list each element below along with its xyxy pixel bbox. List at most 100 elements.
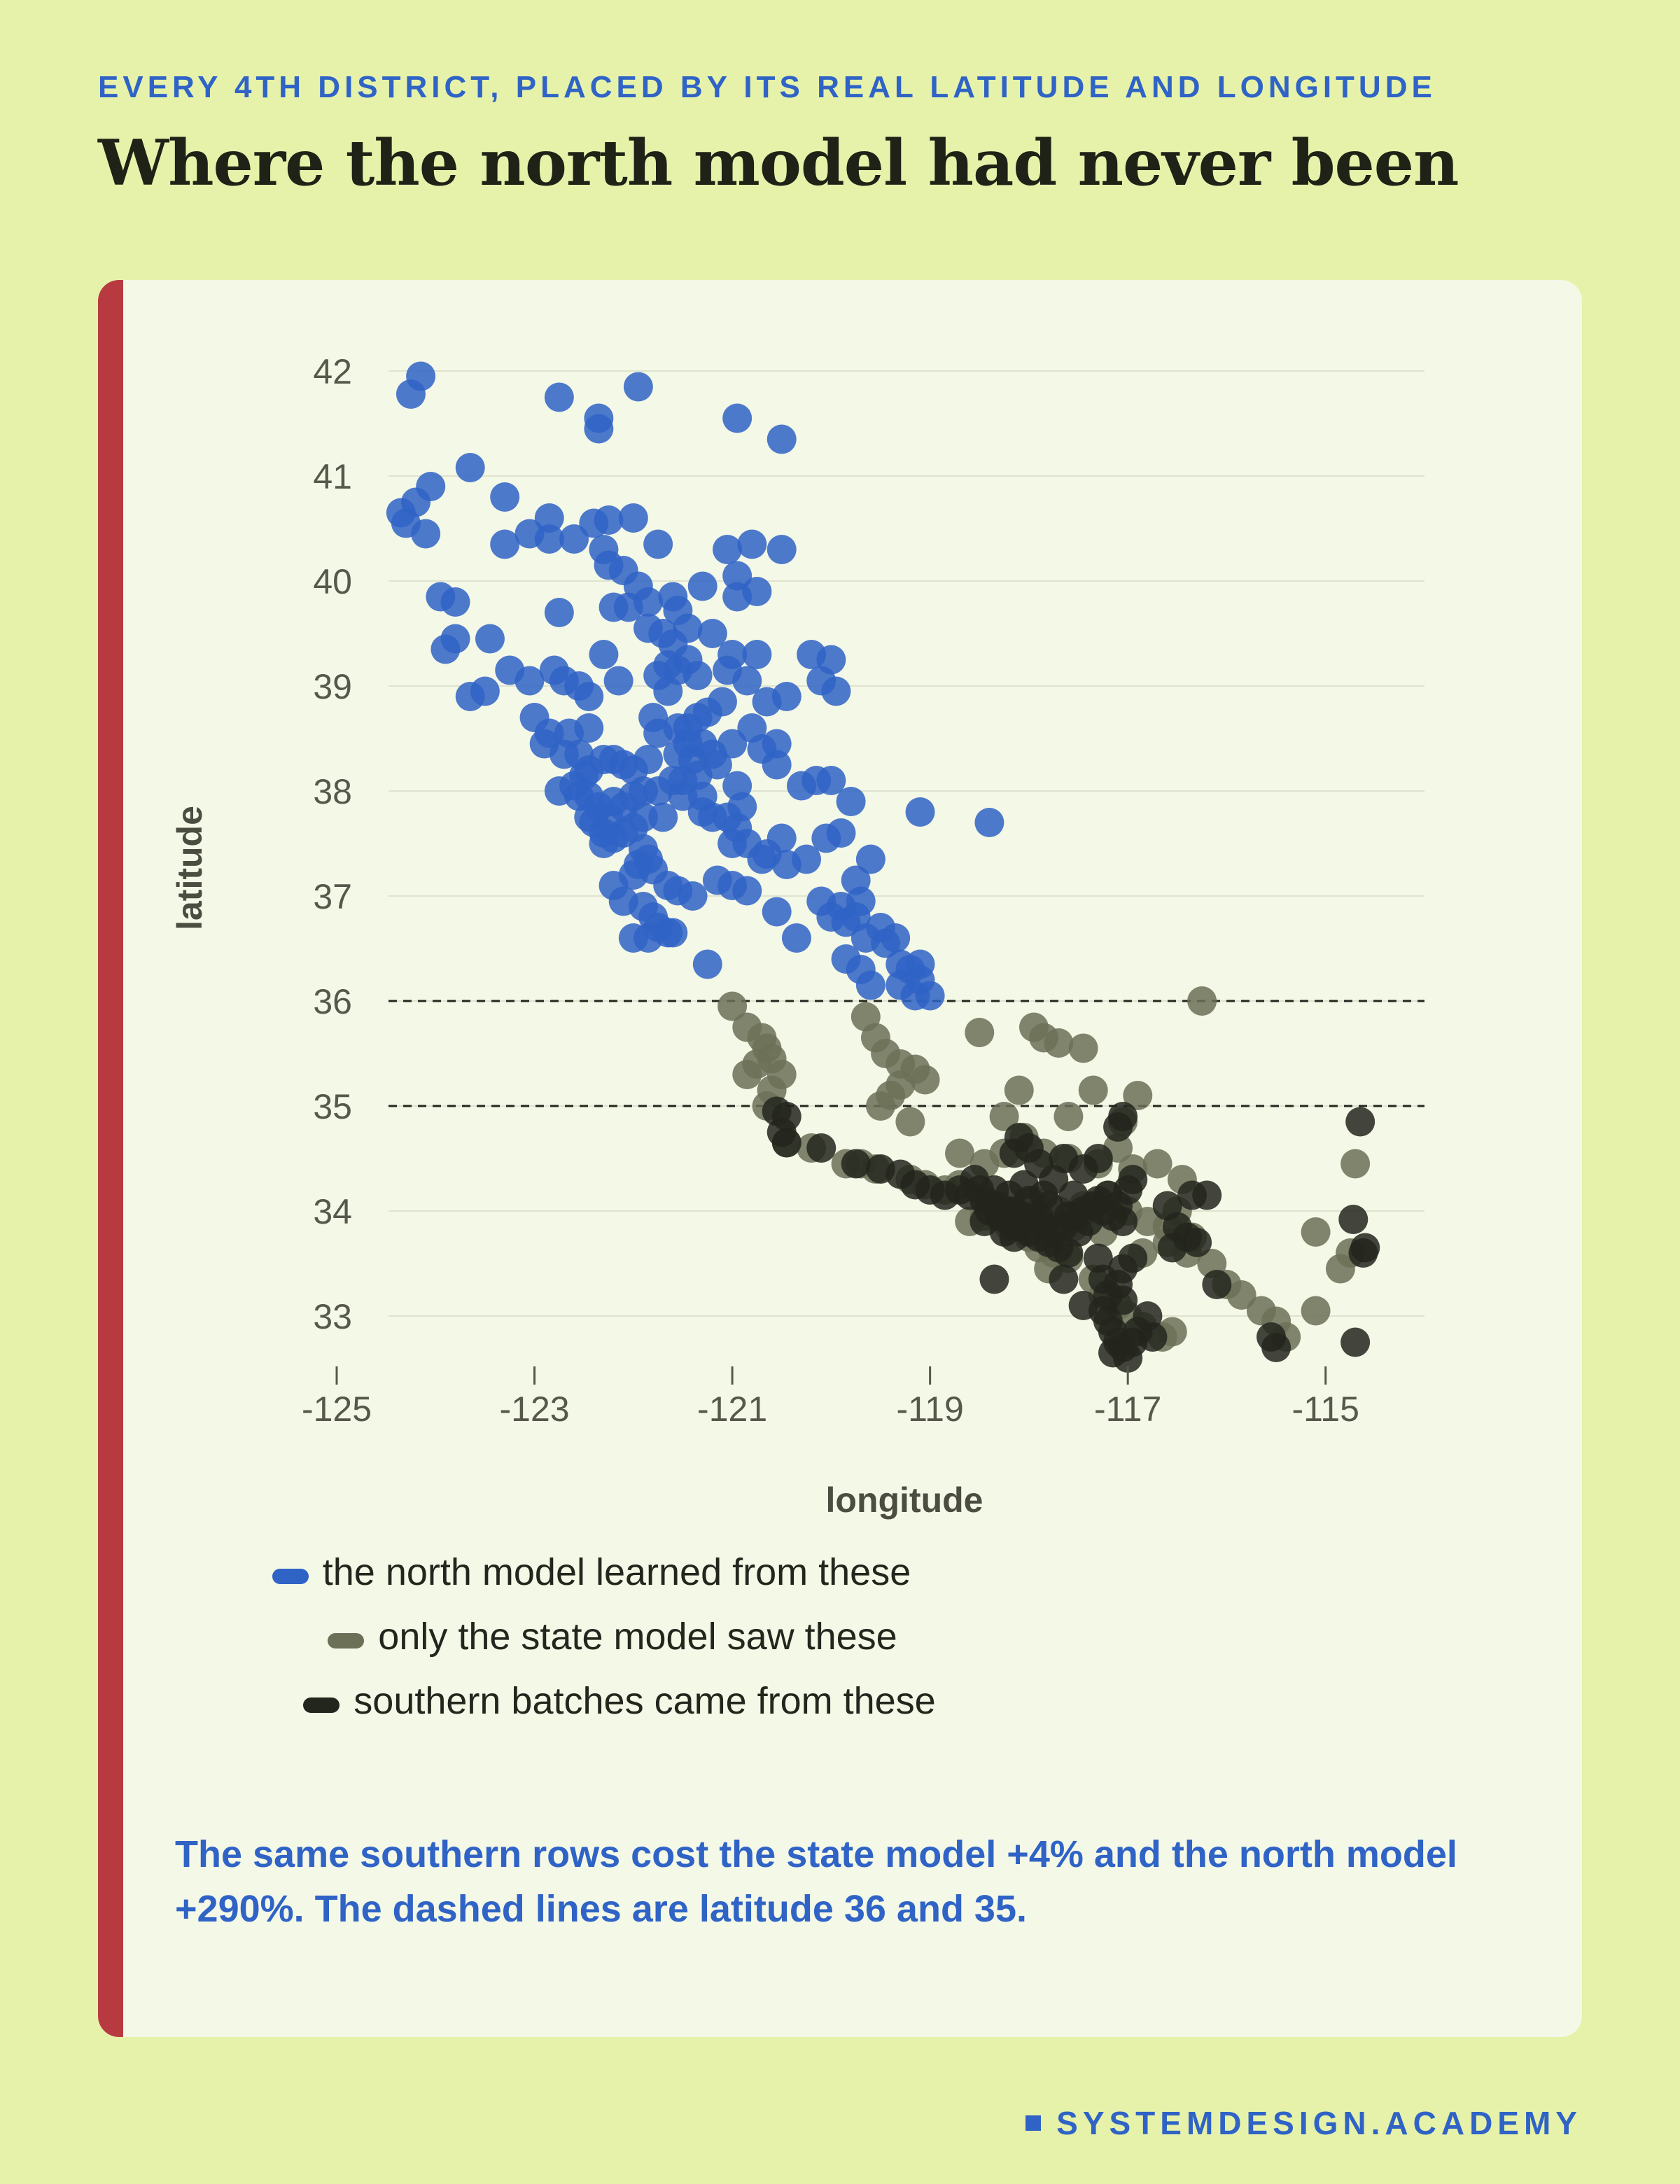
y-tick-label: 33	[313, 1297, 352, 1336]
data-point	[1118, 1243, 1148, 1273]
data-point	[678, 881, 708, 911]
data-point	[979, 1264, 1009, 1294]
y-tick-label: 41	[313, 457, 352, 496]
y-tick-label: 40	[313, 562, 352, 601]
legend-label-state: only the state model saw these	[378, 1616, 897, 1658]
data-point	[1187, 986, 1217, 1016]
data-point	[999, 1222, 1029, 1252]
data-point	[589, 640, 619, 669]
legend-swatch-southern	[303, 1698, 340, 1713]
data-point	[658, 766, 688, 795]
data-point	[514, 666, 545, 696]
data-point	[618, 503, 648, 533]
data-point	[1024, 1201, 1054, 1231]
data-point	[1192, 1180, 1222, 1210]
series-southern	[762, 1096, 1380, 1373]
data-point	[1108, 1102, 1138, 1131]
data-point	[634, 745, 664, 774]
data-point	[989, 1102, 1019, 1131]
data-point	[1301, 1217, 1331, 1247]
axis-layer: 33 34 35 36 37 38 39 40 41 42 -125 -123 -121 -119 -117…	[302, 352, 1359, 1429]
data-point	[1301, 1296, 1331, 1326]
y-tick-label: 38	[313, 772, 352, 811]
series-north	[386, 361, 1004, 1011]
legend-label-north: the north model learned from these	[322, 1551, 911, 1593]
data-point	[1078, 1075, 1108, 1105]
data-point	[732, 1060, 762, 1089]
data-point	[866, 1091, 895, 1121]
data-point	[475, 624, 505, 654]
x-tick-label: -125	[302, 1390, 372, 1429]
data-point	[470, 676, 500, 706]
data-point	[895, 1107, 925, 1137]
brand-footer[interactable]: SYSTEMDESIGN.ACADEMY	[1026, 2104, 1582, 2142]
data-point	[718, 729, 748, 759]
y-tick-label: 36	[313, 982, 352, 1021]
data-point	[1054, 1102, 1084, 1131]
data-point	[1340, 1149, 1371, 1179]
legend-swatch-state	[328, 1633, 365, 1648]
data-point	[559, 524, 589, 554]
legend-item-state: only the state model saw these	[98, 1604, 1099, 1669]
data-point	[490, 482, 520, 512]
data-point	[841, 1149, 871, 1179]
data-point	[653, 676, 683, 706]
card-accent-bar	[98, 280, 123, 2037]
data-point	[396, 379, 426, 409]
data-point	[722, 403, 752, 433]
data-point	[687, 571, 718, 601]
data-point	[544, 382, 574, 412]
data-point	[658, 918, 688, 948]
legend-item-southern: southern batches came from these	[98, 1669, 1099, 1733]
data-point	[584, 414, 614, 444]
data-point	[969, 1207, 1000, 1236]
data-point	[965, 1018, 995, 1047]
brand-name: SYSTEMDESIGN.ACADEMY	[1056, 2105, 1582, 2141]
data-point	[594, 802, 624, 832]
data-point	[762, 750, 792, 780]
data-point	[1004, 1075, 1034, 1105]
point-layer	[386, 361, 1380, 1373]
data-point	[722, 561, 752, 591]
data-point	[762, 897, 792, 927]
data-point	[1345, 1107, 1376, 1137]
data-point	[416, 472, 446, 501]
data-point	[613, 592, 643, 622]
data-point	[1049, 1264, 1079, 1294]
y-axis-label: latitude	[170, 806, 209, 930]
data-point	[1138, 1322, 1168, 1352]
data-point	[1118, 1165, 1148, 1194]
x-tick-label: -119	[896, 1390, 963, 1429]
data-point	[648, 802, 678, 832]
data-point	[638, 703, 668, 732]
data-point	[792, 844, 822, 874]
data-point	[534, 503, 564, 533]
data-point	[411, 519, 441, 549]
y-tick-label: 42	[313, 352, 352, 391]
data-point	[821, 676, 851, 706]
chart-legend: the north model learned from these only …	[98, 1540, 1099, 1733]
data-point	[732, 876, 762, 906]
x-tick-label: -123	[500, 1390, 570, 1429]
scatter-chart: 33 34 35 36 37 38 39 40 41 42 -125 -123 -121 -119 -117…	[170, 352, 1424, 1520]
data-point	[732, 666, 762, 696]
data-point	[1083, 1144, 1113, 1173]
brand-square-icon	[1026, 2115, 1042, 2131]
data-point	[781, 923, 811, 953]
data-point	[678, 745, 708, 774]
x-tick-label: -115	[1292, 1390, 1359, 1429]
data-point	[1226, 1280, 1256, 1310]
data-point	[1157, 1233, 1187, 1263]
data-point	[1142, 1149, 1172, 1179]
data-point	[1348, 1238, 1378, 1268]
data-point	[628, 834, 658, 864]
data-point	[816, 766, 846, 795]
data-point	[1058, 1180, 1088, 1210]
data-point	[722, 582, 752, 612]
data-point	[974, 808, 1004, 837]
data-point	[490, 529, 520, 559]
data-point	[742, 640, 772, 669]
x-axis-label: longitude	[826, 1480, 983, 1520]
x-tick-label: -117	[1094, 1390, 1161, 1429]
data-point	[455, 453, 485, 482]
